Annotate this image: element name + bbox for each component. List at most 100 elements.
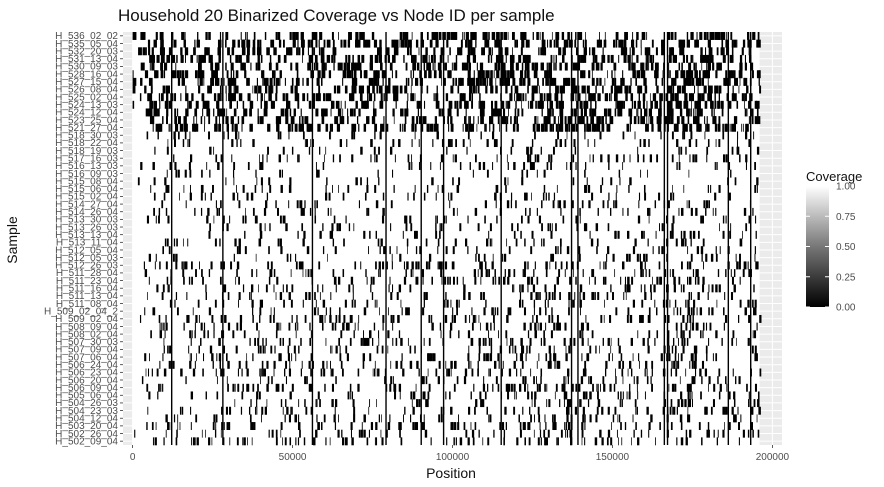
uncovered-cell [411,399,413,408]
uncovered-cell [261,93,263,102]
uncovered-cell [628,391,631,400]
uncovered-cell [365,100,367,109]
uncovered-cell [579,215,581,224]
uncovered-cell [169,299,172,308]
uncovered-cell [717,269,720,278]
uncovered-cell [141,32,146,40]
uncovered-cell [302,207,305,216]
uncovered-cell [562,215,565,224]
uncovered-cell [291,383,294,392]
uncovered-cell [315,93,319,102]
uncovered-cell [616,184,618,193]
uncovered-cell [690,353,694,362]
uncovered-cell [294,85,298,94]
uncovered-cell [307,62,312,71]
uncovered-cell [249,414,252,423]
uncovered-cell [244,215,247,224]
uncovered-cell [463,292,466,300]
uncovered-cell [279,215,282,224]
uncovered-cell [497,62,499,71]
uncovered-cell [736,77,738,86]
uncovered-cell [758,70,760,79]
uncovered-cell [530,146,533,155]
uncovered-cell [335,276,337,285]
uncovered-cell [618,345,621,354]
uncovered-cell [283,54,287,63]
uncovered-cell [374,299,376,308]
uncovered-cell [676,437,678,446]
uncovered-cell [300,108,302,117]
uncovered-cell [433,70,437,79]
uncovered-cell [254,337,255,346]
uncovered-cell [209,345,213,354]
uncovered-cell [210,261,213,270]
uncovered-cell [265,406,267,415]
uncovered-cell [216,376,218,385]
uncovered-cell [619,100,623,109]
uncovered-cell [159,47,164,56]
uncovered-cell [246,54,250,63]
uncovered-cell [635,77,638,86]
uncovered-cell [155,123,159,132]
uncovered-cell [361,100,365,109]
uncovered-cell [638,353,640,362]
uncovered-cell [331,100,334,109]
uncovered-cell [263,368,267,377]
uncovered-cell [689,230,692,239]
uncovered-cell [383,93,385,102]
uncovered-cell [233,85,235,94]
uncovered-cell [331,345,333,354]
uncovered-cell [527,284,529,293]
uncovered-cell [553,39,556,48]
uncovered-cell [522,77,526,86]
uncovered-cell [597,93,601,102]
uncovered-cell [277,383,280,392]
uncovered-cell [308,123,313,132]
uncovered-cell [381,215,385,224]
uncovered-stripe [170,32,173,445]
uncovered-cell [496,108,501,117]
uncovered-cell [725,406,728,415]
uncovered-cell [559,292,561,300]
uncovered-cell [559,116,564,125]
uncovered-cell [671,47,673,56]
uncovered-cell [255,169,257,178]
uncovered-cell [203,54,206,63]
uncovered-cell [581,437,583,446]
uncovered-cell [514,85,519,94]
uncovered-cell [366,437,369,446]
uncovered-cell [197,32,199,40]
uncovered-cell [699,123,702,132]
uncovered-cell [258,330,260,339]
uncovered-cell [419,116,421,125]
uncovered-cell [247,162,250,170]
uncovered-cell [204,123,205,132]
uncovered-cell [449,200,451,209]
uncovered-cell [467,215,469,224]
uncovered-cell [457,47,461,56]
uncovered-cell [355,177,358,186]
y-tick-label: H_516_13_03 [55,161,118,172]
uncovered-cell [531,192,532,201]
uncovered-cell [163,437,165,446]
uncovered-cell [238,200,241,209]
uncovered-cell [657,123,662,132]
uncovered-cell [266,399,268,408]
uncovered-cell [438,360,441,369]
uncovered-cell [205,292,207,300]
uncovered-cell [606,292,609,300]
uncovered-cell [627,54,631,63]
uncovered-cell [233,70,235,79]
uncovered-cell [330,368,332,377]
uncovered-cell [389,146,393,155]
uncovered-cell [751,108,754,117]
uncovered-cell [536,169,538,178]
uncovered-cell [285,93,289,102]
uncovered-cell [225,93,227,102]
uncovered-cell [571,54,573,63]
uncovered-cell [451,261,455,270]
uncovered-cell [738,70,743,79]
uncovered-cell [692,269,695,278]
uncovered-cell [498,47,500,56]
uncovered-cell [425,238,428,247]
